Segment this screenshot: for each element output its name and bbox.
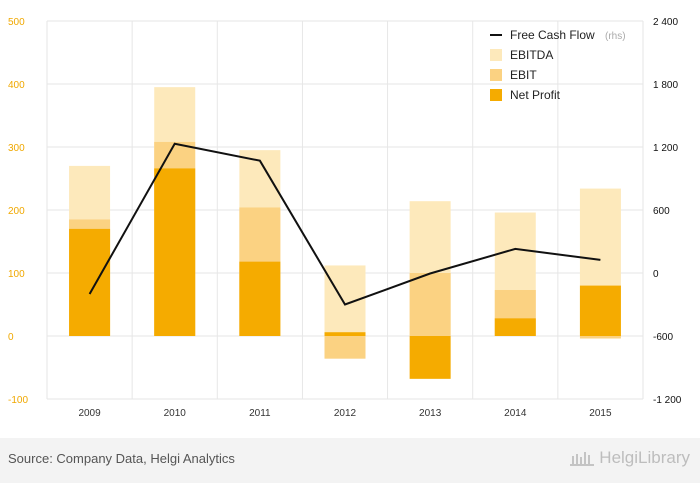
x-axis-tick: 2014 — [504, 408, 527, 419]
bar-net-profit — [494, 318, 536, 336]
legend-swatch-net-profit — [490, 89, 502, 101]
left-axis-tick: 0 — [8, 332, 14, 343]
left-axis-tick: -100 — [8, 395, 28, 406]
right-axis-tick: 1 800 — [653, 80, 678, 91]
right-axis-tick: 2 400 — [653, 17, 678, 28]
bar-ebitda — [324, 265, 366, 336]
x-axis-tick: 2015 — [589, 408, 612, 419]
left-axis-tick: 500 — [8, 17, 25, 28]
bar-net-profit — [69, 228, 111, 336]
legend-label: EBIT — [510, 68, 537, 82]
legend-suffix: (rhs) — [605, 31, 626, 42]
bar-ebit — [324, 336, 366, 359]
bar-ebit — [409, 273, 451, 336]
x-axis-tick: 2011 — [249, 408, 271, 419]
line-free-cash-flow — [88, 142, 601, 306]
bar-ebit — [579, 336, 621, 339]
brand-name: HelgiLibrary — [599, 448, 690, 467]
left-axis-tick: 300 — [8, 143, 25, 154]
legend-label: Net Profit — [510, 88, 561, 102]
x-axis-tick: 2010 — [164, 408, 187, 419]
bar-net-profit — [239, 261, 281, 336]
right-axis-tick: -1 200 — [653, 395, 682, 406]
bar-net-profit — [324, 332, 366, 336]
right-axis-tick: 600 — [653, 206, 670, 217]
left-axis-tick: 100 — [8, 269, 25, 280]
x-axis-tick: 2013 — [419, 408, 442, 419]
legend-swatch-ebit — [490, 69, 502, 81]
bar-net-profit — [409, 336, 451, 379]
x-axis-tick: 2009 — [78, 408, 101, 419]
right-axis-tick: -600 — [653, 332, 673, 343]
brand-logo: HelgiLibrary — [569, 448, 690, 468]
library-icon — [570, 452, 595, 466]
left-axis-tick: 200 — [8, 206, 25, 217]
right-axis-tick: 1 200 — [653, 143, 678, 154]
legend-label: EBITDA — [510, 48, 553, 62]
footer-band — [0, 438, 700, 483]
legend-swatch-ebitda — [490, 49, 502, 61]
bar-net-profit — [154, 168, 196, 336]
left-axis-tick: 400 — [8, 80, 25, 91]
right-axis-tick: 0 — [653, 269, 659, 280]
source-text: Source: Company Data, Helgi Analytics — [8, 451, 235, 466]
legend-label: Free Cash Flow — [510, 28, 595, 42]
bar-net-profit — [579, 285, 621, 336]
x-axis-tick: 2012 — [334, 408, 357, 419]
chart: -100 0 100 200 300 400 500 -1 200 -600 0 600 1 200 1… — [8, 17, 682, 419]
